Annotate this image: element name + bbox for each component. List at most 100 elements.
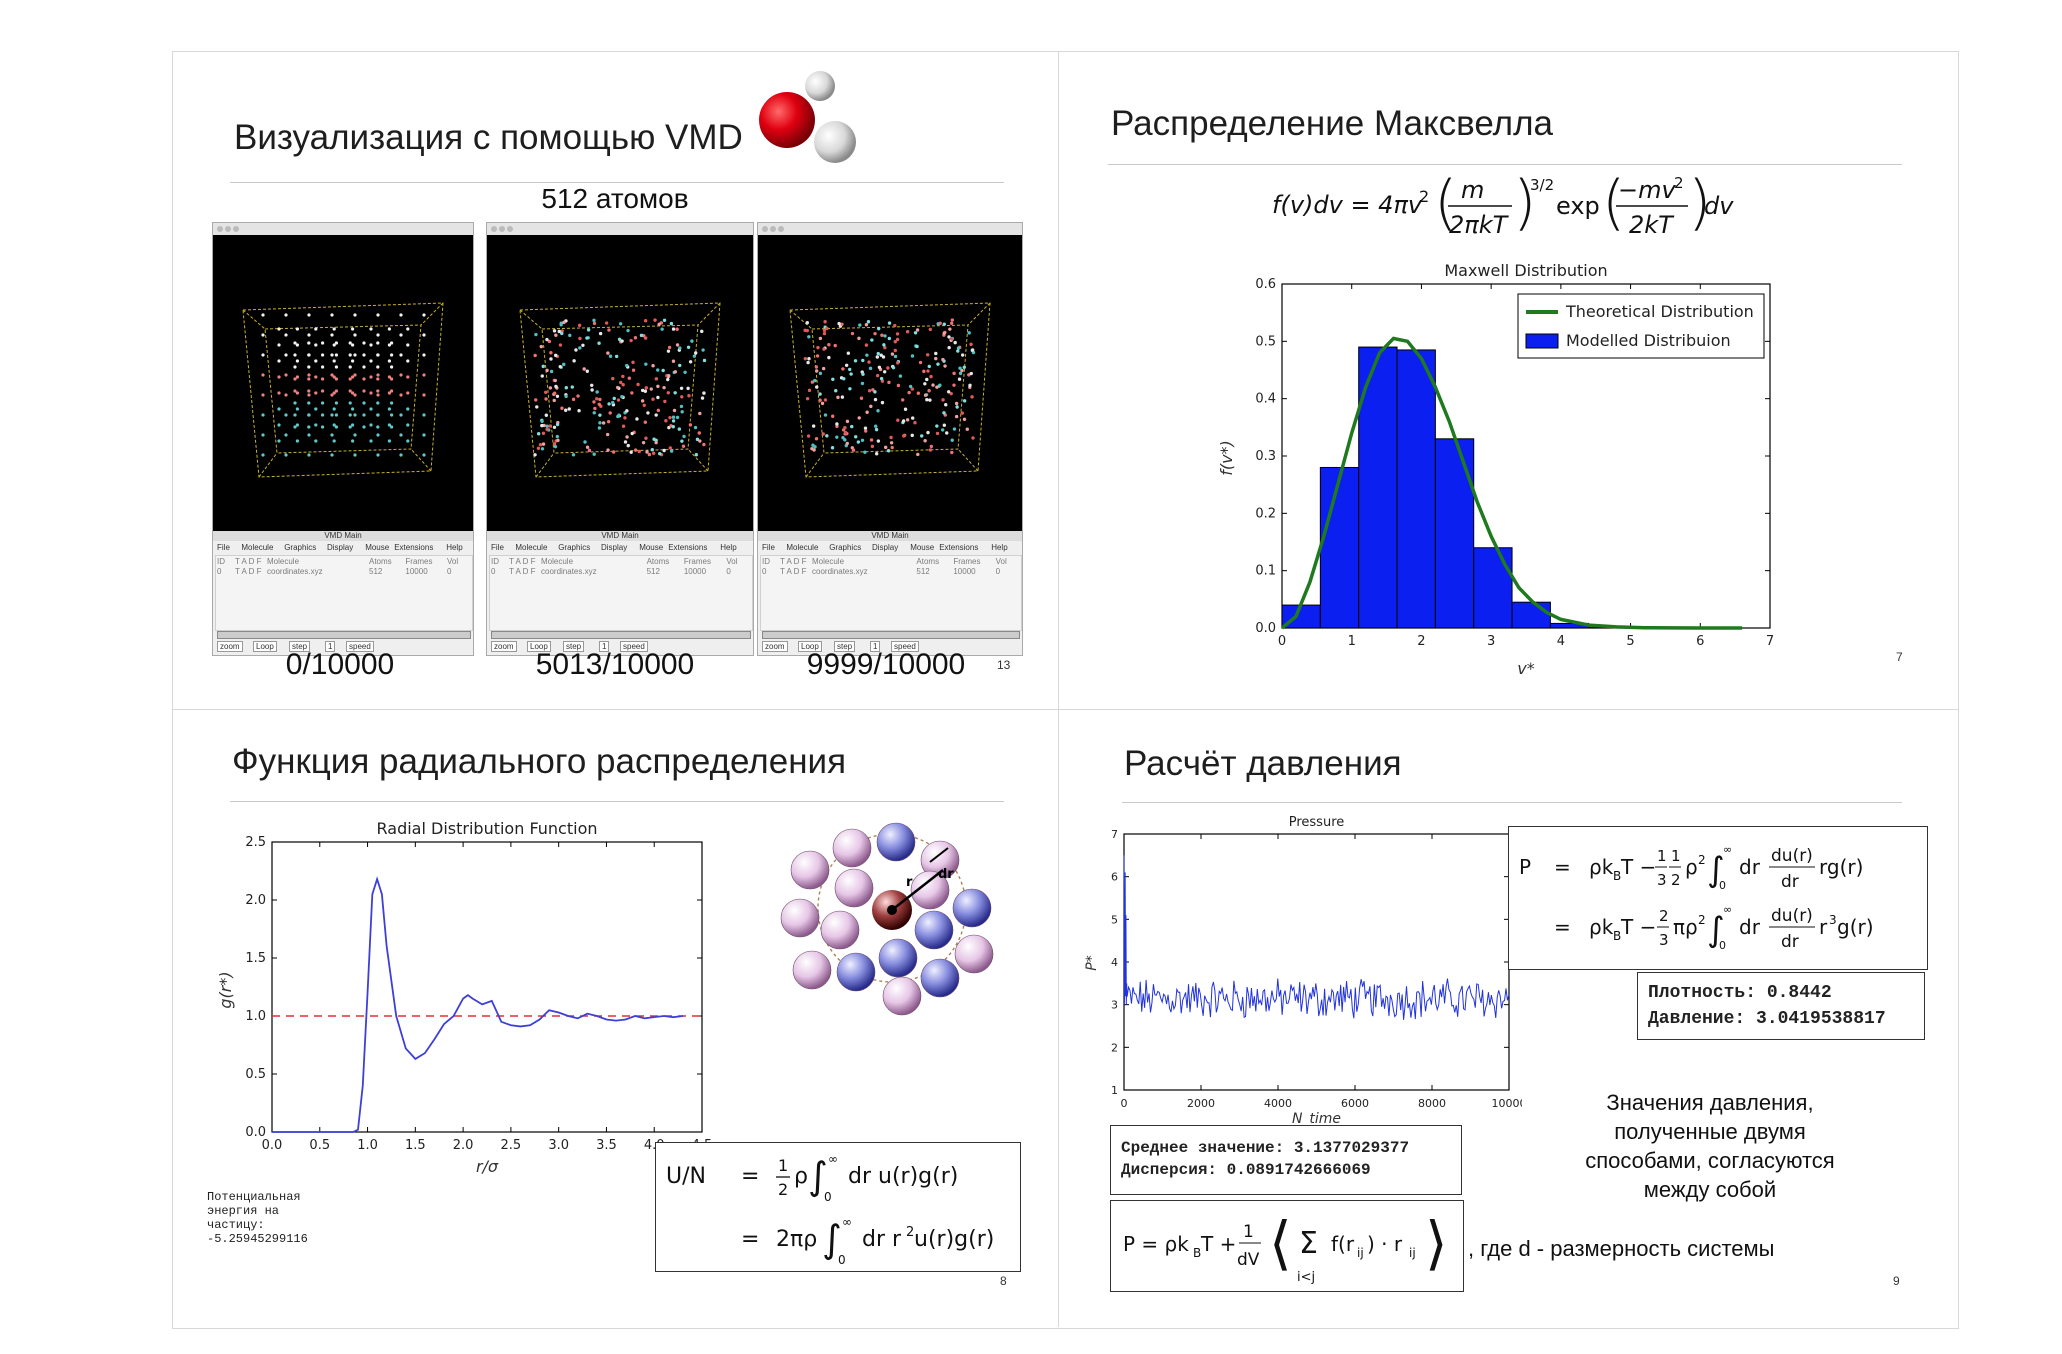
atom [949,321,954,325]
atom [574,348,578,352]
atom [376,433,380,437]
table-cell[interactable]: 512 [646,567,660,576]
atom [564,408,568,412]
menu-item[interactable]: Extensions [668,543,708,552]
y-axis-label: g(r*) [216,971,235,1008]
table-cell[interactable]: 0 [491,567,496,576]
menu-item[interactable]: Graphics [558,543,591,552]
playback-control[interactable]: zoom [217,641,243,652]
atom [552,329,557,333]
table-cell[interactable]: 0 [217,567,222,576]
atom [399,353,403,357]
table-cell[interactable]: 10000 [683,567,707,576]
particle [780,898,820,938]
playback-control[interactable]: 1 [325,641,336,652]
playback-control[interactable]: zoom [491,641,517,652]
menu-item[interactable]: Mouse [910,543,935,552]
table-cell[interactable]: coordinates.xyz [267,567,323,576]
menu-item[interactable]: Molecule [786,543,819,552]
atom [277,375,281,379]
playback-control[interactable]: 1 [599,641,610,652]
playback-control[interactable]: Loop [253,641,277,652]
table-cell[interactable]: coordinates.xyz [541,567,597,576]
atom [687,394,691,398]
atom [859,396,864,400]
atom [348,377,352,381]
atom [688,360,693,364]
menu-item[interactable]: Graphics [284,543,317,552]
atom [334,401,338,405]
menu-item[interactable]: Help [720,543,737,552]
table-cell[interactable]: coordinates.xyz [812,567,868,576]
table-cell[interactable]: 10000 [405,567,428,576]
table-cell[interactable]: T A D F [780,567,807,576]
menu-item[interactable]: File [217,543,230,552]
menu-item[interactable]: Display [601,543,628,552]
playback-control[interactable]: Loop [527,641,551,652]
frame-slider[interactable] [217,631,471,639]
playback-control[interactable]: speed [346,641,374,652]
menu-item[interactable]: Molecule [515,543,548,552]
table-cell[interactable]: 10000 [953,567,976,576]
frame-slider[interactable] [762,631,1020,639]
menu-item[interactable]: Help [446,543,463,552]
vmd-3d-view [758,235,1022,531]
atom [805,321,809,325]
atom [351,375,355,379]
pressure-ytick-label: 3 [1111,999,1118,1012]
table-cell[interactable]: 0 [995,567,1001,576]
svg-text:dr u(r)g(r): dr u(r)g(r) [848,1164,958,1189]
atom [307,393,311,397]
playback-control[interactable]: 1 [870,641,881,652]
atom [399,413,403,417]
atom [835,422,839,426]
menu-item[interactable]: Mouse [639,543,664,552]
atom [935,385,939,389]
table-cell[interactable]: T A D F [509,567,536,576]
maxwell-xtick-label: 4 [1557,634,1565,649]
atom [667,374,671,378]
atom [928,448,933,452]
menu-item[interactable]: Extensions [939,543,979,552]
menu-item[interactable]: Molecule [241,543,274,552]
maxwell-xtick-label: 5 [1626,634,1634,649]
table-cell[interactable]: 0 [762,567,767,576]
playback-control[interactable]: speed [891,641,919,652]
playback-control[interactable]: step [563,641,585,652]
particle [910,870,950,910]
menu-item[interactable]: Help [991,543,1008,552]
table-cell[interactable]: 512 [916,567,930,576]
menu-item[interactable]: File [762,543,775,552]
table-cell[interactable]: 0 [447,567,452,576]
table-cell[interactable]: T A D F [235,567,262,576]
menu-item[interactable]: Graphics [829,543,862,552]
molecule-list[interactable] [489,555,753,631]
atom [905,330,910,334]
table-cell[interactable]: 512 [369,567,383,576]
table-cell[interactable]: 0 [726,567,731,576]
playback-control[interactable]: speed [620,641,648,652]
playback-control[interactable]: step [834,641,856,652]
playback-control[interactable]: Loop [798,641,822,652]
menu-item[interactable]: Extensions [394,543,434,552]
atom [863,450,867,454]
playback-control[interactable]: zoom [762,641,788,652]
atom [662,448,666,453]
playback-control[interactable]: step [289,641,311,652]
svg-text:U/N: U/N [666,1164,706,1189]
atom [554,384,558,389]
menu-item[interactable]: File [491,543,504,552]
menu-item[interactable]: Display [872,543,899,552]
atom [592,452,596,456]
svg-text:2: 2 [1419,187,1429,206]
molecule-list[interactable] [760,555,1022,631]
atom [927,389,931,393]
atom [886,449,891,453]
sim-box-edge [535,452,555,478]
atom [570,385,574,389]
frame-slider[interactable] [491,631,751,639]
molecule-list[interactable] [215,555,473,631]
menu-item[interactable]: Mouse [365,543,390,552]
menu-item[interactable]: Display [327,543,354,552]
atom [555,422,560,427]
